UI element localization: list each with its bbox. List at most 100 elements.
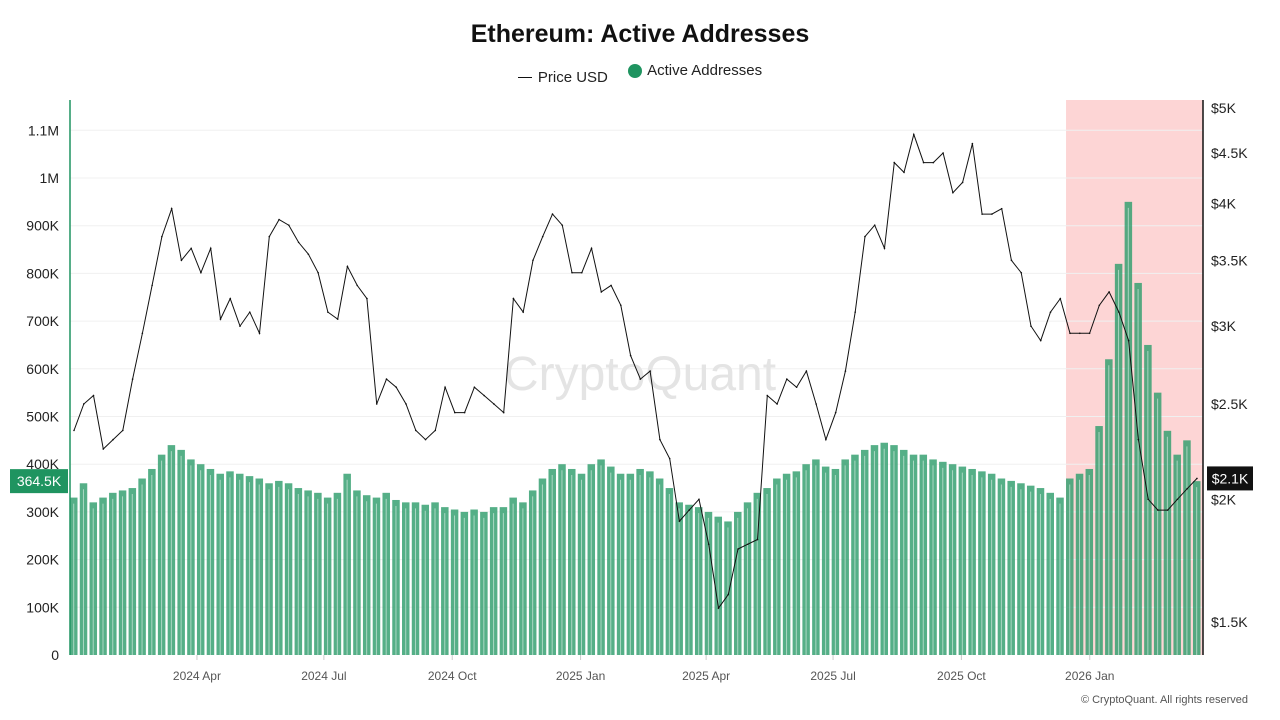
price-point: [1108, 291, 1110, 293]
price-point: [473, 386, 476, 389]
price-point: [717, 607, 720, 609]
price-point: [1088, 332, 1091, 335]
price-point: [1078, 332, 1081, 335]
left-tick-label: 700K: [26, 313, 59, 329]
left-tick-label: 0: [51, 647, 59, 663]
price-point: [327, 311, 329, 313]
price-point: [541, 235, 544, 238]
price-point: [122, 429, 124, 432]
x-tick-label: 2024 Oct: [428, 669, 477, 683]
right-tick-label: $4.5K: [1211, 145, 1248, 161]
price-point: [209, 247, 212, 250]
price-point: [893, 161, 896, 164]
price-point: [414, 429, 417, 432]
right-tick-label: $1.5K: [1211, 614, 1248, 630]
chart-title: Ethereum: Active Addresses: [470, 20, 810, 48]
price-point: [424, 438, 427, 441]
price-point: [366, 297, 368, 300]
price-point: [112, 438, 114, 441]
price-point: [131, 378, 134, 380]
x-tick-label: 2025 Oct: [937, 669, 986, 683]
right-tick-label: $2K: [1211, 491, 1237, 507]
price-point: [952, 191, 954, 194]
left-tick-label: 600K: [26, 361, 59, 377]
x-tick-label: 2024 Jul: [301, 669, 346, 683]
price-point: [737, 548, 739, 550]
price-point: [483, 394, 485, 397]
price-point: [571, 271, 573, 274]
copyright: © CryptoQuant. All rights reserved: [1080, 694, 1248, 706]
price-point: [1196, 477, 1198, 480]
price-point: [151, 284, 153, 287]
price-point: [170, 207, 173, 210]
legend: Price USD Active Addresses: [0, 62, 1280, 86]
price-point: [1039, 339, 1042, 342]
legend-label-price: Price USD: [537, 68, 608, 86]
price-point: [1069, 332, 1071, 335]
price-point: [317, 271, 319, 274]
price-point: [971, 142, 974, 145]
price-point: [229, 297, 232, 300]
price-point: [903, 171, 905, 174]
price-point: [981, 213, 983, 215]
price-point: [454, 411, 456, 414]
price-point: [405, 403, 407, 405]
price-point: [922, 161, 925, 164]
price-point: [961, 181, 964, 184]
price-point: [580, 271, 583, 274]
price-point: [727, 593, 730, 596]
price-point: [493, 403, 495, 405]
price-point: [268, 235, 271, 238]
price-point: [912, 133, 915, 136]
current-price-badge: [1207, 466, 1253, 491]
right-tick-label: $2.5K: [1211, 396, 1248, 412]
price-point: [1147, 498, 1149, 501]
price-point: [1049, 311, 1052, 313]
line-swatch-icon: [517, 76, 532, 78]
right-tick-label: $3K: [1211, 318, 1237, 334]
price-point: [805, 370, 808, 372]
price-point: [190, 247, 192, 250]
price-point: [1157, 509, 1159, 511]
x-tick-label: 2025 Jul: [810, 669, 855, 683]
legend-item-price[interactable]: Price USD: [517, 68, 608, 86]
price-point: [815, 403, 817, 405]
price-point: [698, 498, 700, 501]
price-point: [200, 271, 202, 274]
price-point: [385, 378, 388, 380]
price-point: [141, 332, 144, 335]
price-point: [873, 224, 876, 226]
current-addresses-value: 364.5K: [17, 473, 62, 489]
price-point: [1098, 304, 1101, 307]
right-tick-label: $3.5K: [1211, 252, 1248, 268]
left-tick-label: 100K: [26, 599, 59, 615]
price-point: [1000, 207, 1003, 210]
price-point: [512, 297, 515, 300]
left-tick-label: 500K: [26, 409, 59, 425]
left-tick-label: 800K: [26, 265, 59, 281]
price-point: [639, 378, 642, 380]
price-point: [776, 403, 778, 405]
price-point: [288, 224, 290, 226]
left-tick-label: 1.1M: [28, 122, 59, 138]
price-point: [678, 520, 681, 522]
price-point: [1020, 271, 1023, 274]
price-point: [942, 152, 944, 154]
price-point: [356, 284, 358, 287]
price-point: [883, 247, 886, 250]
price-point: [756, 538, 759, 541]
legend-item-addresses[interactable]: Active Addresses: [628, 62, 762, 79]
price-point: [825, 438, 827, 441]
current-price-value: $2.1K: [1212, 470, 1249, 486]
price-point: [395, 386, 398, 389]
price-point: [258, 332, 261, 335]
price-point: [336, 318, 339, 320]
price-point: [219, 318, 222, 320]
price-point: [1127, 339, 1130, 342]
left-tick-label: 300K: [26, 504, 59, 520]
price-point: [668, 457, 671, 460]
price-point: [297, 241, 300, 244]
watermark: CryptoQuant: [504, 348, 776, 401]
price-point: [278, 218, 280, 221]
